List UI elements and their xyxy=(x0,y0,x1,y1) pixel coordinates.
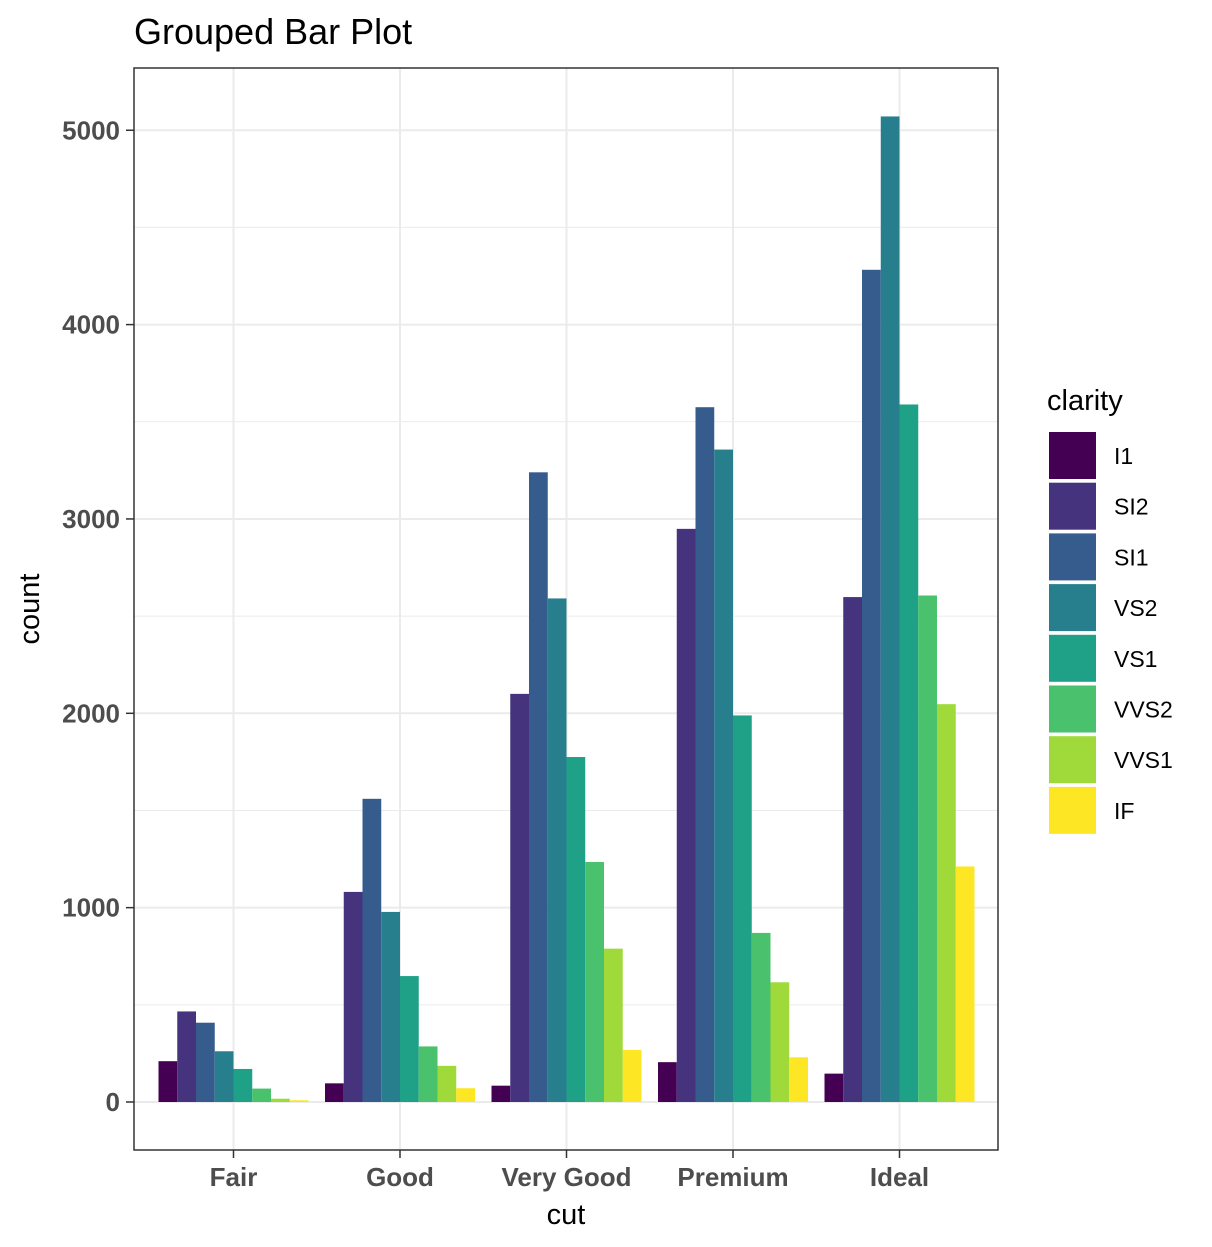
legend-label-vvs2: VVS2 xyxy=(1114,697,1173,723)
legend-key-vvs1 xyxy=(1049,736,1096,784)
bar-ideal-si1 xyxy=(862,269,881,1102)
legend-key-vs2 xyxy=(1049,584,1096,632)
x-axis: Fair Good Very Good Premium Ideal xyxy=(210,1150,929,1192)
y-tick-label: 4000 xyxy=(62,310,120,340)
bar-good-vvs2 xyxy=(418,1046,438,1102)
legend-key-if xyxy=(1049,786,1096,834)
bar-premium-si1 xyxy=(695,407,715,1103)
bar-ideal-si2 xyxy=(843,597,862,1102)
legend-key-si1 xyxy=(1049,533,1096,581)
bar-good-vs2 xyxy=(381,911,400,1102)
y-tick-label: 0 xyxy=(106,1087,120,1117)
x-tick-label: Fair xyxy=(210,1162,258,1192)
legend: clarity I1 SI2 SI1 VS2 VS1 VVS2 VVS1 IF xyxy=(1047,385,1173,834)
bar-premium-vs1 xyxy=(733,715,752,1102)
legend-label-vs2: VS2 xyxy=(1114,595,1157,621)
bars xyxy=(158,116,975,1103)
bar-ideal-vvs2 xyxy=(918,595,937,1102)
chart-title: Grouped Bar Plot xyxy=(134,11,412,52)
y-tick-label: 5000 xyxy=(62,115,120,145)
bar-very-good-i1 xyxy=(491,1085,511,1102)
bar-fair-if xyxy=(289,1100,309,1102)
bar-premium-vvs2 xyxy=(751,932,771,1102)
bar-very-good-si2 xyxy=(510,693,529,1102)
bar-premium-i1 xyxy=(658,1062,677,1102)
bar-very-good-vvs2 xyxy=(585,861,604,1102)
bar-ideal-vvs1 xyxy=(937,704,956,1102)
bar-good-si1 xyxy=(362,798,382,1102)
legend-label-si1: SI1 xyxy=(1114,544,1149,570)
x-tick-label: Good xyxy=(366,1162,434,1192)
bar-fair-vs1 xyxy=(233,1068,253,1102)
bar-good-vvs1 xyxy=(437,1065,457,1102)
bar-very-good-si1 xyxy=(529,472,548,1102)
bar-very-good-vvs1 xyxy=(604,948,623,1102)
y-tick-label: 1000 xyxy=(62,893,120,923)
bar-fair-vvs2 xyxy=(252,1088,271,1102)
bar-ideal-i1 xyxy=(824,1073,844,1102)
y-axis: 0 1000 2000 3000 4000 5000 xyxy=(62,115,134,1117)
bar-good-i1 xyxy=(325,1083,344,1102)
bar-premium-vvs1 xyxy=(770,982,790,1102)
bar-very-good-vs2 xyxy=(547,598,567,1102)
legend-key-vvs2 xyxy=(1049,685,1096,733)
bar-ideal-if xyxy=(955,866,975,1102)
bar-premium-if xyxy=(789,1057,808,1102)
legend-title: clarity xyxy=(1047,385,1123,417)
y-axis-title: count xyxy=(14,574,46,645)
legend-key-i1 xyxy=(1049,432,1096,479)
x-tick-label: Premium xyxy=(677,1162,788,1192)
legend-key-vs1 xyxy=(1049,634,1096,682)
bar-good-si2 xyxy=(343,891,363,1102)
x-axis-title: cut xyxy=(547,1199,586,1231)
bar-ideal-vs1 xyxy=(899,404,919,1102)
y-tick-label: 2000 xyxy=(62,698,120,728)
bar-fair-vs2 xyxy=(214,1051,234,1102)
bar-premium-vs2 xyxy=(714,449,733,1103)
x-tick-label: Very Good xyxy=(501,1162,631,1192)
legend-key-si2 xyxy=(1049,482,1096,530)
bar-good-if xyxy=(456,1088,475,1102)
legend-label-i1: I1 xyxy=(1114,443,1133,469)
bar-fair-i1 xyxy=(158,1061,178,1102)
bar-fair-vvs1 xyxy=(271,1098,290,1102)
bar-very-good-vs1 xyxy=(566,757,586,1102)
y-tick-label: 3000 xyxy=(62,504,120,534)
bar-fair-si1 xyxy=(196,1022,215,1102)
bar-very-good-if xyxy=(622,1049,642,1102)
x-tick-label: Ideal xyxy=(870,1162,929,1192)
legend-label-si2: SI2 xyxy=(1114,494,1149,520)
bar-ideal-vs2 xyxy=(880,116,900,1102)
bar-premium-si2 xyxy=(676,528,696,1102)
legend-label-if: IF xyxy=(1114,798,1134,824)
legend-label-vs1: VS1 xyxy=(1114,646,1157,672)
bar-fair-si2 xyxy=(177,1011,196,1102)
legend-label-vvs1: VVS1 xyxy=(1114,747,1173,773)
bar-good-vs1 xyxy=(400,976,419,1102)
